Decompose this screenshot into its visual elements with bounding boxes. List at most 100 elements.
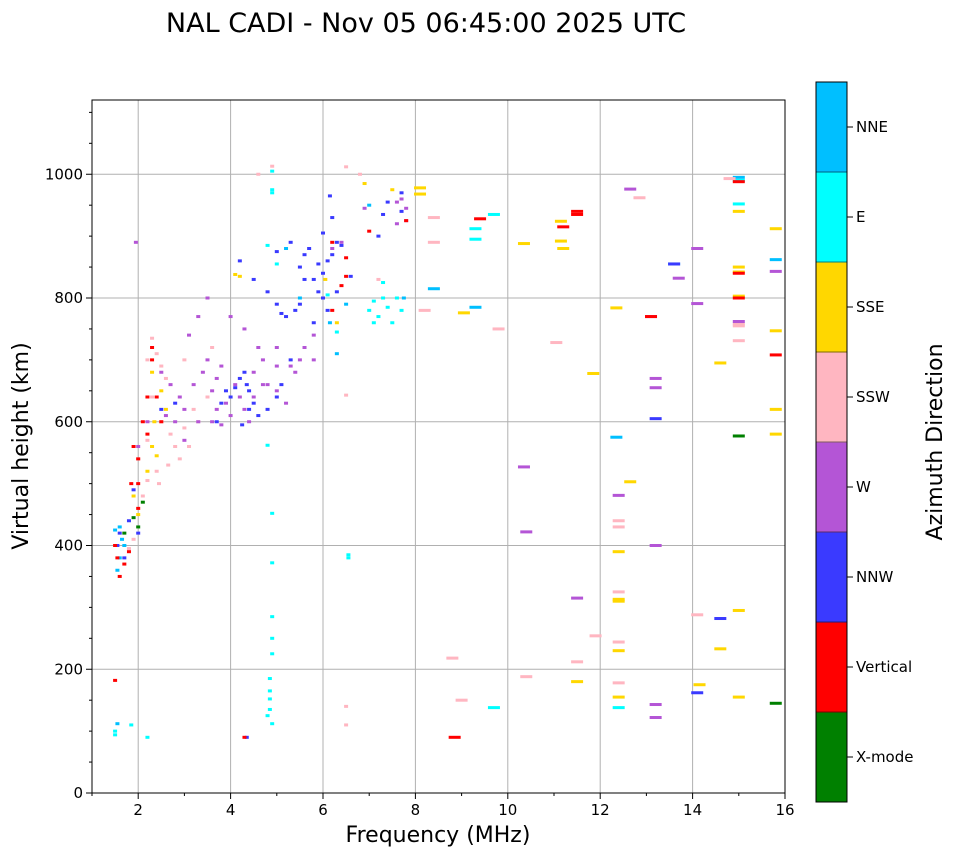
data-point xyxy=(327,194,332,198)
data-point xyxy=(612,597,625,601)
data-point xyxy=(260,358,265,362)
data-point xyxy=(154,395,159,399)
data-point xyxy=(399,308,404,312)
data-point xyxy=(691,247,704,250)
data-point xyxy=(182,358,187,362)
data-point xyxy=(265,290,270,294)
data-point xyxy=(210,420,215,424)
data-point xyxy=(362,182,367,186)
data-point xyxy=(136,525,141,529)
y-tick-label: 800 xyxy=(54,289,83,307)
data-point xyxy=(140,420,145,424)
data-point xyxy=(126,519,131,523)
data-point xyxy=(325,308,330,312)
data-point xyxy=(191,407,196,411)
data-point xyxy=(219,364,224,368)
data-point xyxy=(117,556,122,560)
data-point xyxy=(293,308,298,312)
data-point xyxy=(344,723,349,727)
data-point xyxy=(120,537,125,541)
data-point xyxy=(376,277,381,281)
data-point xyxy=(182,438,187,442)
data-point xyxy=(159,420,164,424)
data-point xyxy=(210,346,215,349)
colorbar-label: NNW xyxy=(856,568,893,586)
data-point xyxy=(115,568,120,572)
x-tick-label: 4 xyxy=(226,801,236,819)
data-point xyxy=(270,615,275,619)
data-point xyxy=(691,302,704,306)
data-point xyxy=(228,395,233,399)
data-point xyxy=(214,407,219,411)
data-point xyxy=(376,234,381,238)
data-point xyxy=(334,330,339,334)
data-point xyxy=(187,333,192,337)
data-point xyxy=(769,329,782,333)
data-point xyxy=(571,212,584,216)
data-point xyxy=(732,320,745,324)
data-point xyxy=(624,480,637,484)
data-point xyxy=(274,346,279,349)
data-point xyxy=(182,426,187,430)
data-point xyxy=(145,420,150,424)
data-point xyxy=(284,247,289,250)
data-point xyxy=(517,465,530,469)
data-point xyxy=(122,531,127,535)
data-point xyxy=(469,305,482,309)
data-point xyxy=(113,729,118,733)
y-tick-label: 0 xyxy=(73,784,83,802)
data-point xyxy=(469,227,482,231)
data-point xyxy=(136,482,141,486)
data-point xyxy=(554,239,567,243)
data-point xyxy=(487,212,500,216)
data-point xyxy=(256,414,261,418)
colorbar: X-mode Vertical NNW W SSW SSE E NNE xyxy=(815,81,913,803)
data-point xyxy=(330,308,335,312)
data-point xyxy=(267,677,272,681)
data-point xyxy=(311,333,316,337)
data-point xyxy=(732,202,745,206)
colorbar-swatch xyxy=(816,262,847,353)
data-point xyxy=(279,311,284,315)
data-point xyxy=(311,358,316,362)
data-point xyxy=(117,574,122,578)
plot-area xyxy=(92,100,786,794)
data-point xyxy=(381,296,386,300)
data-point xyxy=(334,290,339,294)
data-point xyxy=(672,276,685,280)
data-point xyxy=(270,169,275,173)
series-w xyxy=(133,187,782,720)
data-point xyxy=(159,364,164,368)
data-point xyxy=(612,525,625,529)
data-point xyxy=(244,383,249,387)
data-point xyxy=(270,652,275,656)
data-point xyxy=(334,240,339,244)
data-point xyxy=(571,680,584,684)
colorbar-label: X-mode xyxy=(856,748,913,766)
data-point xyxy=(325,293,330,297)
data-point xyxy=(330,240,335,244)
data-point xyxy=(145,432,150,436)
data-point xyxy=(587,371,600,375)
data-point xyxy=(714,647,727,651)
data-point xyxy=(385,305,390,309)
data-point xyxy=(131,494,136,498)
data-point xyxy=(446,656,459,660)
data-point xyxy=(732,434,745,438)
data-point xyxy=(394,222,399,226)
data-point xyxy=(371,321,376,325)
data-point xyxy=(233,272,238,276)
data-point xyxy=(649,544,662,547)
data-point xyxy=(150,370,155,374)
data-point xyxy=(214,376,219,380)
series-vertical xyxy=(113,180,782,739)
data-point xyxy=(242,407,247,411)
data-point xyxy=(159,370,164,374)
data-point xyxy=(274,302,279,306)
x-axis-title: Frequency (MHz) xyxy=(346,823,531,848)
data-point xyxy=(136,531,141,535)
data-point xyxy=(237,395,242,399)
x-tick-label: 10 xyxy=(498,801,517,819)
data-point xyxy=(284,315,289,319)
data-point xyxy=(367,308,372,312)
